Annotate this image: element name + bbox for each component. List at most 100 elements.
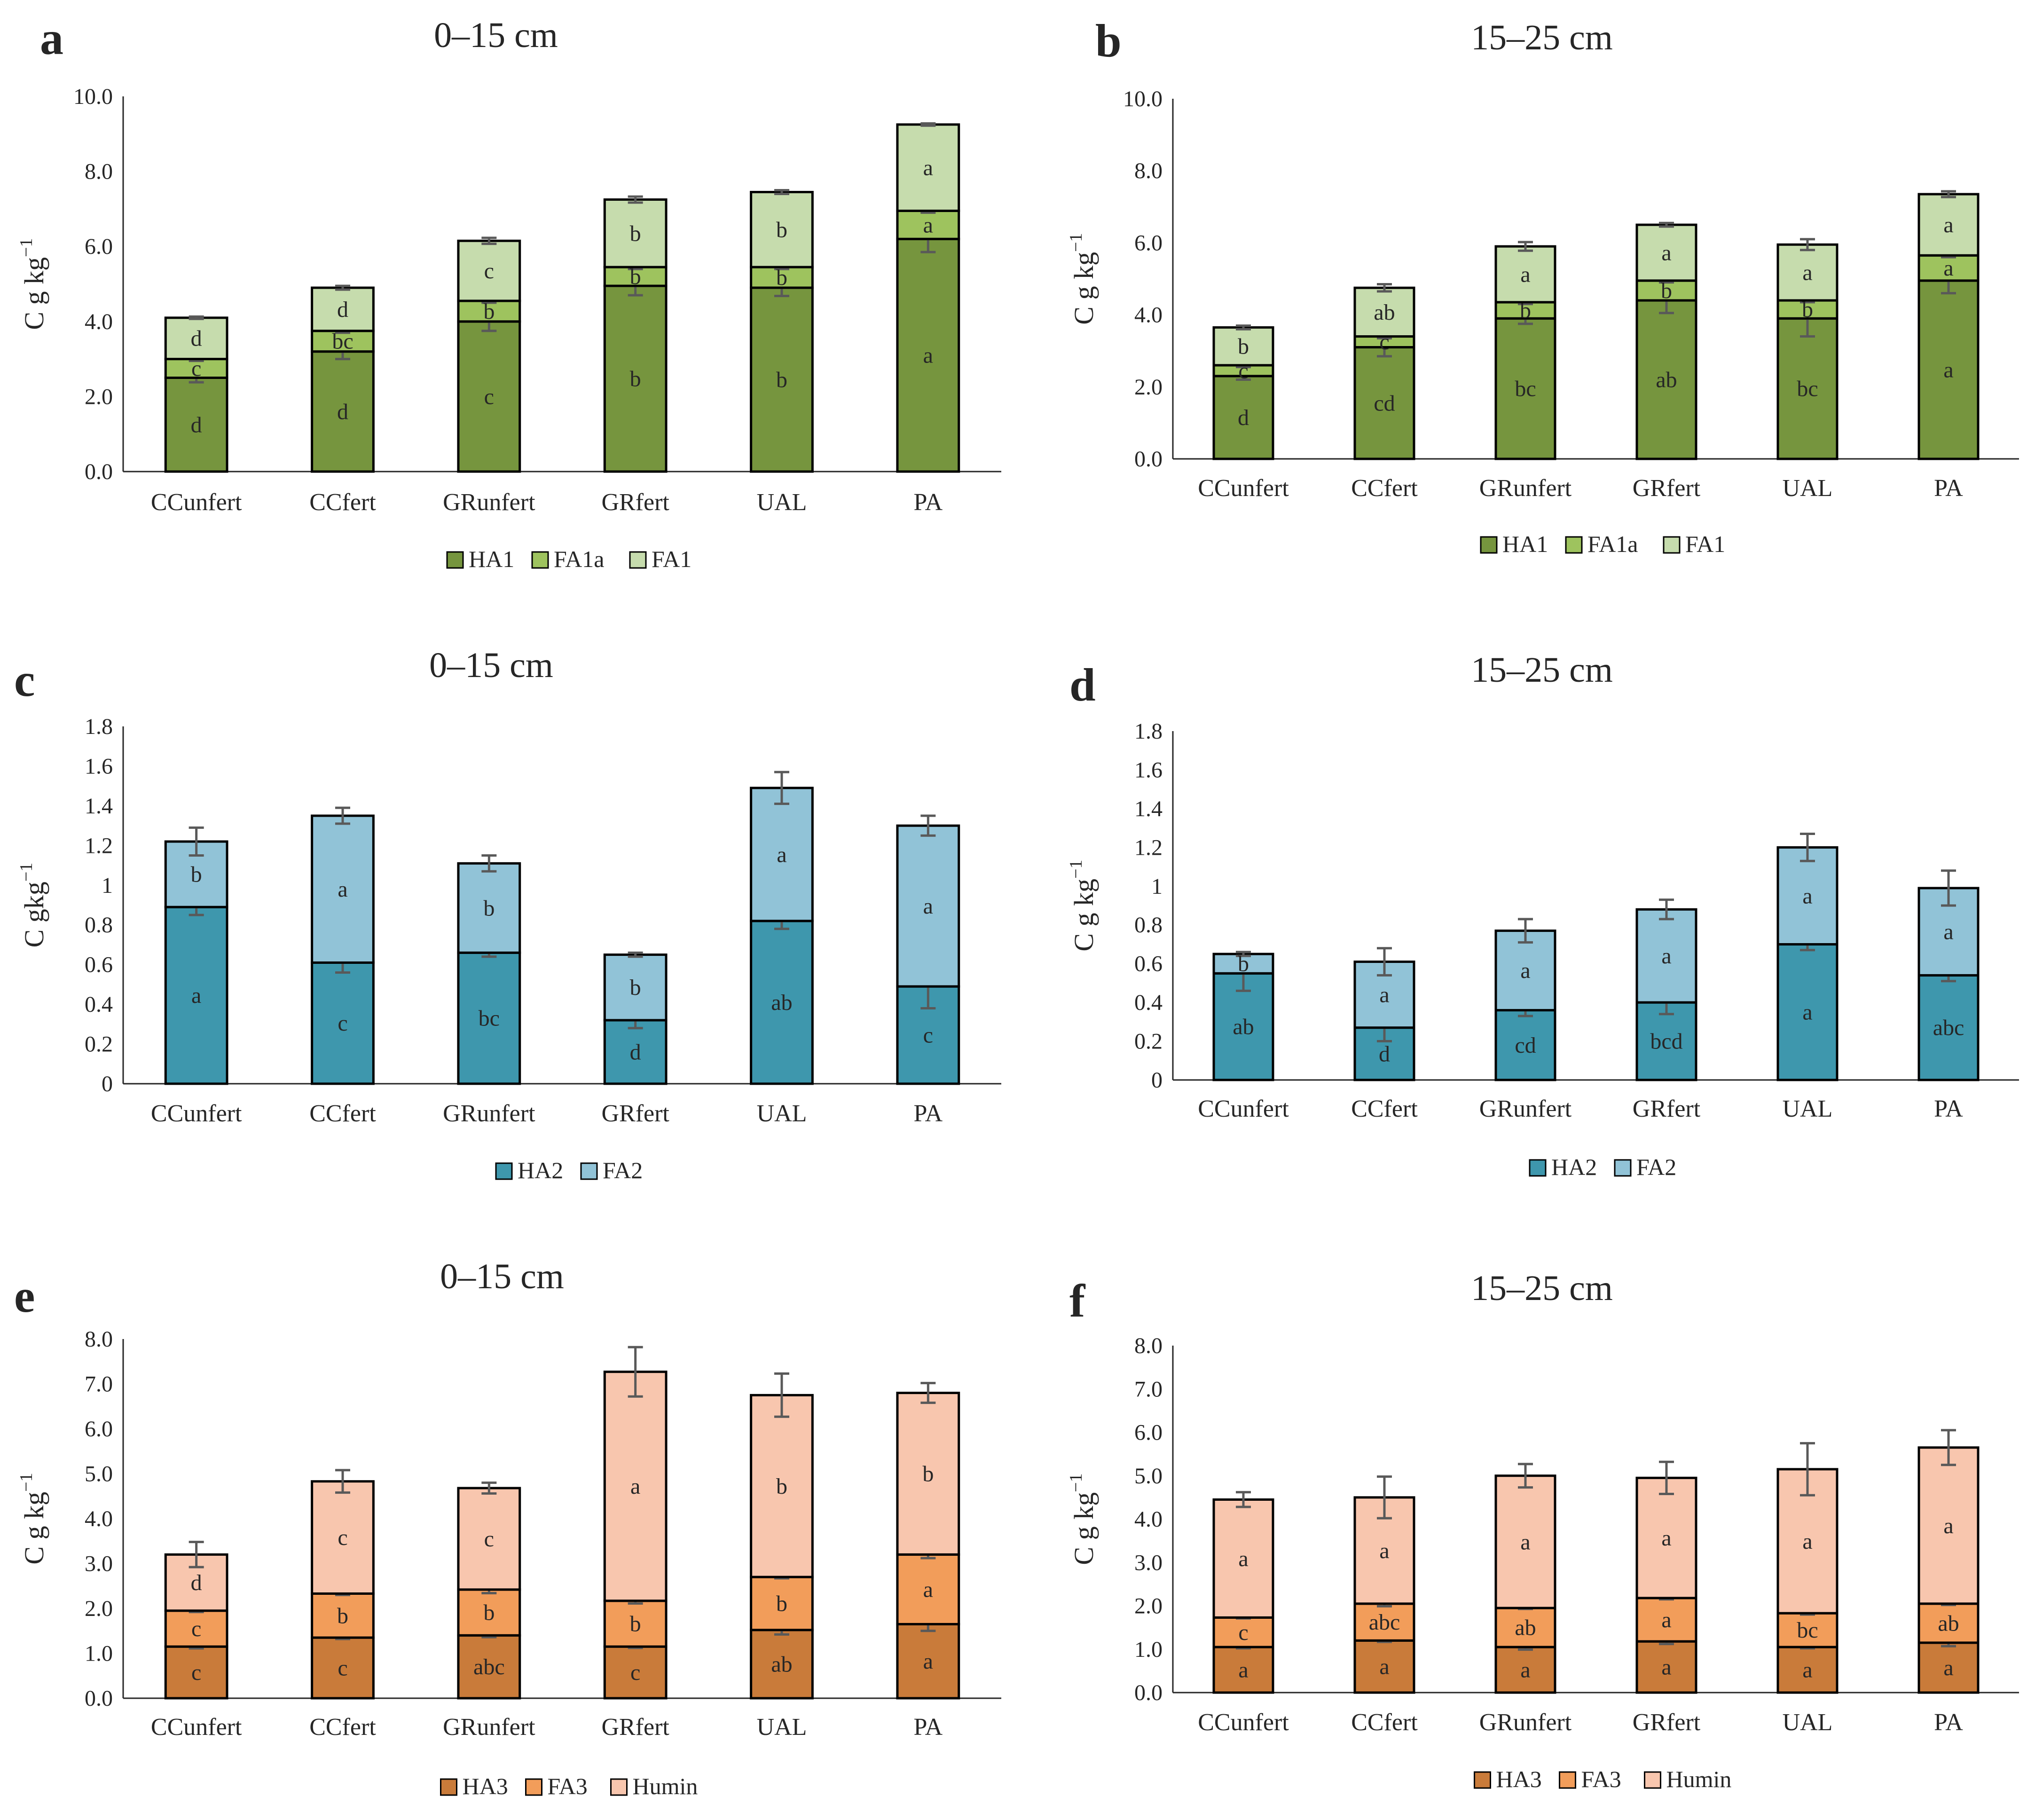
y-tick-label: 2.0 xyxy=(85,384,113,409)
significance-label: a xyxy=(1943,1513,1953,1538)
significance-label: a xyxy=(1379,1538,1389,1563)
legend-label: Humin xyxy=(1666,1766,1732,1792)
bar-segment xyxy=(1635,223,1697,282)
x-tick-label: CCfert xyxy=(309,489,376,516)
legend-swatch xyxy=(525,1778,542,1796)
y-tick-label: 10.0 xyxy=(1123,87,1163,111)
x-tick-label: CCfert xyxy=(1351,1095,1418,1122)
y-tick-label: 3.0 xyxy=(85,1552,113,1576)
y-tick-label: 3.0 xyxy=(1134,1550,1163,1575)
significance-label: ab xyxy=(1515,1615,1536,1640)
bar-segment xyxy=(750,190,814,268)
bar-segment xyxy=(311,330,375,353)
y-tick-label: 1.6 xyxy=(85,754,113,779)
significance-label: a xyxy=(923,1649,933,1674)
significance-label: d xyxy=(191,326,202,351)
legend-label: FA1a xyxy=(554,546,604,572)
bar-segment xyxy=(1212,1646,1274,1694)
y-tick-label: 8.0 xyxy=(1134,158,1163,183)
significance-label: bc xyxy=(332,329,353,354)
x-tick-label: CCunfert xyxy=(151,1714,242,1741)
significance-label: b xyxy=(776,1591,787,1616)
significance-label: a xyxy=(923,1577,933,1602)
y-tick-label: 0.4 xyxy=(85,992,113,1017)
y-tick-label: 8.0 xyxy=(85,1327,113,1352)
y-axis-label: C g kg−1 xyxy=(1066,233,1099,324)
legend-swatch xyxy=(440,1778,457,1796)
y-tick-label: 0.8 xyxy=(85,913,113,938)
significance-label: d xyxy=(630,1040,641,1064)
significance-label: a xyxy=(1379,983,1389,1008)
bar-segment xyxy=(603,953,668,1022)
y-tick-label: 0.0 xyxy=(85,1686,113,1711)
y-axis-label-superscript: −1 xyxy=(1066,1473,1086,1492)
y-axis-label: C g kg−1 xyxy=(1066,859,1099,951)
significance-label: a xyxy=(777,842,786,867)
significance-label: b xyxy=(630,366,641,391)
x-tick-label: GRunfert xyxy=(443,489,535,516)
y-axis-label-text: C g kg xyxy=(19,257,49,330)
legend-swatch xyxy=(495,1162,513,1180)
significance-label: a xyxy=(1802,1658,1812,1683)
significance-label: d xyxy=(191,412,202,437)
significance-label: c xyxy=(1238,1620,1248,1645)
significance-label: abc xyxy=(1933,1016,1964,1040)
significance-label: a xyxy=(1802,260,1812,285)
x-tick-label: PA xyxy=(1934,475,1963,502)
significance-label: ab xyxy=(1233,1015,1254,1040)
x-tick-label: CCunfert xyxy=(151,1100,242,1127)
bar-segment xyxy=(1212,326,1274,367)
x-tick-label: UAL xyxy=(1783,1709,1833,1736)
y-tick-label: 0.0 xyxy=(1134,1680,1163,1705)
y-tick-label: 6.0 xyxy=(1134,1420,1163,1445)
y-tick-label: 0 xyxy=(1151,1068,1163,1093)
y-tick-label: 0.6 xyxy=(1134,952,1163,977)
legend-swatch xyxy=(1480,536,1498,554)
legend-label: HA1 xyxy=(1502,531,1548,557)
y-tick-label: 8.0 xyxy=(1134,1333,1163,1358)
significance-label: b xyxy=(630,264,641,289)
significance-label: b xyxy=(776,217,787,242)
significance-label: b xyxy=(1238,334,1249,359)
significance-label: a xyxy=(1943,213,1953,237)
bar-segment xyxy=(750,266,814,289)
bar-segment xyxy=(457,862,521,954)
significance-label: b xyxy=(630,1611,641,1636)
bar-segment xyxy=(1494,1474,1556,1609)
legend-label: FA1 xyxy=(1685,531,1725,557)
legend-swatch xyxy=(1559,1771,1576,1789)
bar-segment xyxy=(1353,1026,1415,1081)
x-tick-label: CCfert xyxy=(1351,1709,1418,1736)
x-tick-label: UAL xyxy=(1783,1095,1833,1122)
chart-title: 15–25 cm xyxy=(1471,1268,1613,1308)
x-tick-label: GRfert xyxy=(601,489,669,516)
legend-swatch xyxy=(1529,1159,1547,1177)
bar-segment xyxy=(1635,1640,1697,1694)
significance-label: a xyxy=(1238,1546,1248,1571)
y-axis-label-superscript: −1 xyxy=(16,238,36,257)
legend-swatch xyxy=(580,1162,598,1180)
bar-segment xyxy=(750,920,814,1085)
significance-label: a xyxy=(923,894,933,919)
bar-segment xyxy=(457,1487,521,1591)
legend-label: HA2 xyxy=(1551,1154,1597,1180)
significance-label: bc xyxy=(1797,1618,1818,1643)
x-tick-label: CCunfert xyxy=(1198,1709,1289,1736)
legend-label: FA1 xyxy=(652,546,691,572)
significance-label: c xyxy=(630,1660,640,1685)
y-tick-label: 1.4 xyxy=(85,794,113,819)
bar-segment xyxy=(457,239,521,302)
x-tick-label: GRfert xyxy=(1633,1095,1701,1122)
y-tick-label: 7.0 xyxy=(85,1372,113,1397)
significance-label: a xyxy=(1943,920,1953,945)
significance-label: c xyxy=(191,356,201,381)
bar-segment xyxy=(1917,974,1980,1081)
significance-label: abc xyxy=(473,1655,505,1679)
x-tick-label: GRunfert xyxy=(1479,1095,1572,1122)
significance-label: d xyxy=(191,1570,202,1595)
bar-segment xyxy=(750,1394,814,1578)
significance-label: b xyxy=(1661,278,1672,303)
significance-label: a xyxy=(630,1474,640,1499)
x-tick-label: CCfert xyxy=(309,1100,376,1127)
bar-segment xyxy=(164,316,228,361)
